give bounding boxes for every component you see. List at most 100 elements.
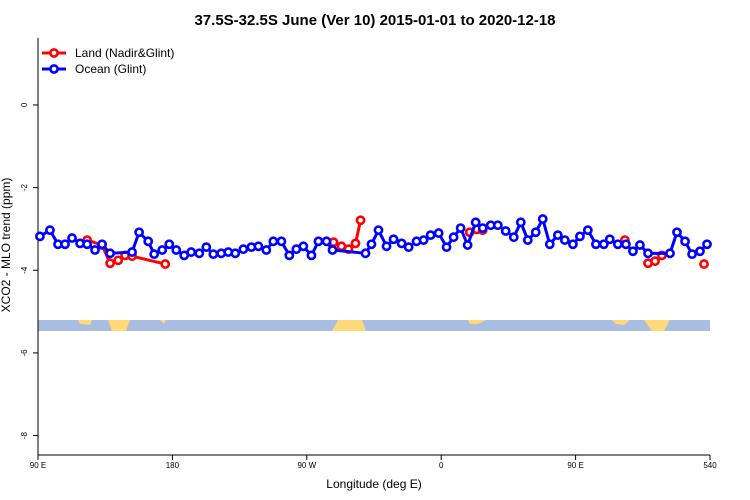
data-point xyxy=(157,245,168,255)
x-tick-label: 90 E xyxy=(30,461,46,470)
data-point xyxy=(559,235,570,245)
land-patch xyxy=(160,320,166,324)
data-point xyxy=(492,220,503,231)
data-point xyxy=(544,239,555,250)
data-point xyxy=(355,215,366,226)
data-point xyxy=(321,236,332,247)
data-point xyxy=(127,247,137,257)
data-point xyxy=(448,232,459,243)
data-point xyxy=(388,234,399,245)
chart-title: 37.5S-32.5S June (Ver 10) 2015-01-01 to … xyxy=(194,12,555,29)
data-point xyxy=(113,255,124,266)
data-point xyxy=(695,246,705,257)
x-tick-label: 0 xyxy=(439,461,444,470)
data-point xyxy=(403,242,414,253)
land-patch xyxy=(612,320,630,325)
data-point xyxy=(45,225,55,236)
data-point xyxy=(171,245,182,255)
data-point xyxy=(298,241,309,252)
data-point xyxy=(186,247,197,257)
data-point xyxy=(238,244,249,255)
data-point xyxy=(635,240,645,250)
data-point xyxy=(568,239,578,250)
data-point xyxy=(628,246,638,257)
data-point xyxy=(306,250,317,261)
data-point xyxy=(455,223,466,234)
data-point xyxy=(537,214,548,224)
data-point xyxy=(373,225,384,236)
data-point xyxy=(672,227,682,238)
data-point xyxy=(105,258,116,269)
data-point xyxy=(643,248,653,259)
data-point xyxy=(500,226,511,236)
data-point xyxy=(665,248,675,259)
x-tick-label: 90 W xyxy=(297,461,316,470)
data-point xyxy=(253,241,264,252)
data-point xyxy=(508,232,519,243)
data-point xyxy=(598,239,609,250)
data-point xyxy=(462,240,473,250)
data-point xyxy=(699,259,709,269)
data-point xyxy=(268,236,279,247)
data-point xyxy=(441,242,452,253)
y-axis-label: XCO2 - MLO trend (ppm) xyxy=(0,178,13,313)
y-tick-label: -4 xyxy=(20,266,29,274)
data-point xyxy=(612,239,623,250)
land-patch xyxy=(644,320,670,331)
data-point xyxy=(680,236,690,247)
legend-marker xyxy=(49,64,59,74)
data-point xyxy=(702,239,712,250)
data-point xyxy=(201,242,212,253)
data-point xyxy=(313,236,324,247)
data-point xyxy=(530,227,541,238)
data-point xyxy=(381,241,392,252)
y-tick-label: -8 xyxy=(20,431,29,439)
x-tick-label: 90 E xyxy=(567,461,583,470)
data-point xyxy=(470,217,481,228)
data-point xyxy=(327,245,338,255)
y-tick-label: -2 xyxy=(20,184,29,192)
data-point xyxy=(522,235,533,245)
data-point xyxy=(425,230,436,241)
data-point xyxy=(477,223,488,234)
data-point xyxy=(90,245,100,255)
data-point xyxy=(515,217,526,228)
map-strip xyxy=(38,320,710,331)
series xyxy=(35,214,712,261)
data-point xyxy=(366,239,377,250)
data-point xyxy=(621,239,631,250)
data-point xyxy=(82,239,93,250)
data-point xyxy=(276,236,287,247)
data-point xyxy=(194,248,205,259)
y-tick-label: -6 xyxy=(20,349,29,357)
data-point xyxy=(604,234,615,245)
data-point xyxy=(208,249,219,260)
data-point xyxy=(591,239,601,250)
data-point xyxy=(284,250,295,261)
data-point xyxy=(67,233,77,243)
data-point xyxy=(418,235,429,245)
data-point xyxy=(552,230,563,241)
data-point xyxy=(360,248,371,259)
data-point xyxy=(433,228,444,238)
data-point xyxy=(350,238,361,249)
ocean-strip xyxy=(38,320,710,331)
data-point xyxy=(160,259,171,269)
data-point xyxy=(143,236,154,247)
legend-label: Land (Nadir&Glint) xyxy=(75,46,174,60)
x-tick-label: 180 xyxy=(166,461,180,470)
legend-marker xyxy=(49,48,59,58)
land-patch xyxy=(108,320,130,331)
data-point xyxy=(105,248,116,259)
data-point xyxy=(687,249,697,260)
legend-label: Ocean (Glint) xyxy=(75,62,146,76)
data-point xyxy=(164,239,175,250)
data-point xyxy=(230,248,241,259)
data-point xyxy=(149,249,160,260)
y-tick-label: 0 xyxy=(20,102,29,107)
data-point xyxy=(575,231,585,242)
data-point xyxy=(396,238,407,249)
land-patch xyxy=(332,320,366,331)
